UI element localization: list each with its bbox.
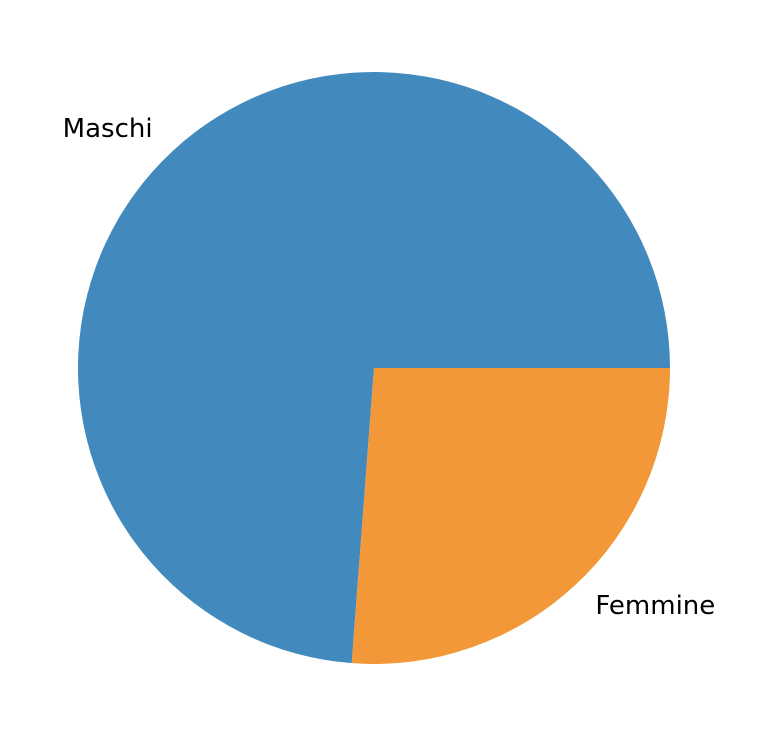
pie-label-femmine: Femmine bbox=[595, 591, 715, 621]
pie-labels: Maschi Femmine bbox=[63, 114, 716, 621]
pie-slice-femmine bbox=[351, 368, 670, 665]
pie-slice-maschi bbox=[78, 72, 671, 664]
pie-slices bbox=[78, 72, 671, 665]
pie-label-maschi: Maschi bbox=[63, 114, 153, 144]
